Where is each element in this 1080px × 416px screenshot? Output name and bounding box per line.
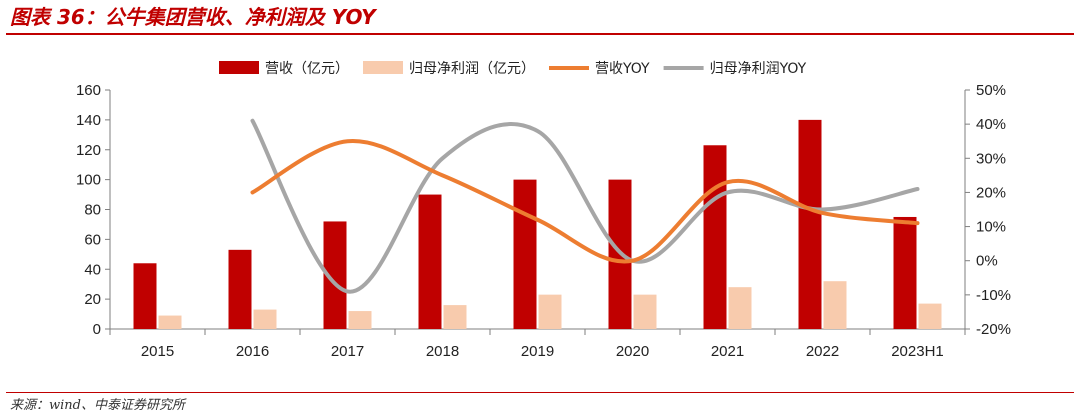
revenue-bar: [418, 194, 442, 329]
legend-swatch-net-profit: [363, 61, 403, 74]
net-profit-bar: [158, 315, 182, 329]
x-tick-label: 2020: [616, 343, 649, 360]
title-divider: [6, 33, 1074, 35]
right-tick-label: 0%: [976, 253, 998, 270]
net-profit-bar: [918, 303, 942, 329]
revenue-yoy-line: [250, 139, 920, 264]
right-tick-label: 40%: [976, 116, 1006, 133]
axes: 0 20 40 60 80 100 120 140 160 -20% -10% 0% 10% 20% 30%…: [76, 82, 1011, 360]
x-tick-label: 2021: [711, 343, 744, 360]
right-tick-label: 10%: [976, 219, 1006, 236]
net-profit-bar: [253, 309, 277, 329]
left-tick-label: 60: [84, 231, 101, 248]
right-tick-label: 20%: [976, 184, 1006, 201]
x-tick-label: 2019: [521, 343, 554, 360]
right-tick-label: -20%: [976, 321, 1011, 338]
left-tick-label: 140: [76, 112, 101, 129]
legend-label: 营收YOY: [595, 61, 650, 77]
net-profit-yoy-line: [250, 118, 920, 294]
x-tick-label: 2017: [331, 343, 364, 360]
x-tick-label: 2023H1: [891, 343, 944, 360]
net-profit-bar: [633, 294, 657, 329]
x-tick-label: 2022: [806, 343, 839, 360]
left-tick-label: 20: [84, 291, 101, 308]
x-tick-label: 2016: [236, 343, 269, 360]
x-tick-label: 2015: [141, 343, 174, 360]
chart-title: 图表 36：公牛集团营收、净利润及 YOY: [10, 5, 376, 29]
right-tick-label: -10%: [976, 287, 1011, 304]
net-profit-bar: [538, 294, 562, 329]
revenue-bar: [798, 119, 822, 329]
left-tick-label: 80: [84, 202, 101, 219]
revenue-bar: [703, 145, 727, 329]
revenue-bar: [228, 249, 252, 329]
revenue-bar: [893, 216, 917, 329]
left-tick-label: 0: [93, 321, 101, 338]
revenue-bar: [323, 221, 347, 329]
revenue-bar: [513, 179, 537, 329]
lines: [250, 118, 920, 294]
revenue-bar: [133, 263, 157, 329]
x-tick-label: 2018: [426, 343, 459, 360]
net-profit-bar: [728, 287, 752, 329]
legend-label: 营收（亿元）: [265, 61, 349, 77]
legend-swatch-revenue: [219, 61, 259, 74]
bars: [133, 119, 942, 329]
right-tick-label: 50%: [976, 82, 1006, 99]
legend-label: 归母净利润YOY: [710, 60, 807, 77]
net-profit-bar: [823, 281, 847, 329]
left-tick-label: 100: [76, 172, 101, 189]
source-note: 来源：wind、中泰证券研究所: [10, 398, 185, 413]
left-tick-label: 160: [76, 82, 101, 99]
source-divider: [6, 392, 1074, 393]
right-tick-label: 30%: [976, 150, 1006, 167]
left-tick-label: 120: [76, 142, 101, 159]
net-profit-bar: [348, 311, 372, 329]
left-tick-label: 40: [84, 261, 101, 278]
net-profit-bar: [443, 305, 467, 329]
legend: 营收（亿元） 归母净利润（亿元） 营收YOY 归母净利润YOY: [219, 60, 807, 77]
legend-label: 归母净利润（亿元）: [409, 60, 535, 77]
chart: 营收（亿元） 归母净利润（亿元） 营收YOY 归母净利润YOY 0 20 40 60 80 10…: [76, 60, 1011, 360]
